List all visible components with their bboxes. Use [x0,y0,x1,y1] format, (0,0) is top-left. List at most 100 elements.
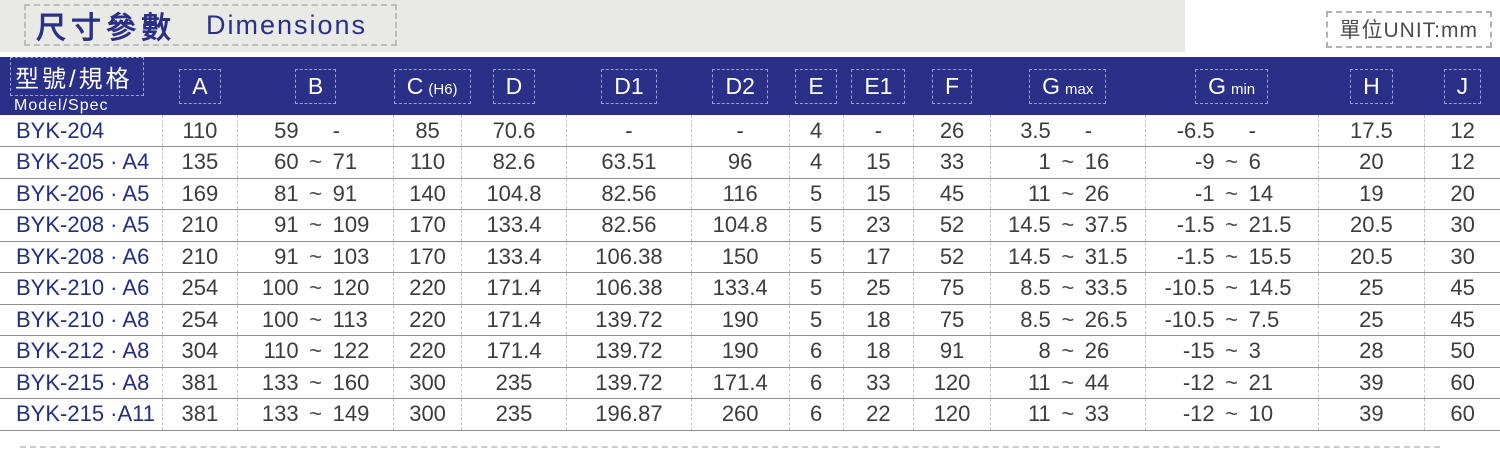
table-row: BYK-215 ·A11 381 133 ~149 300 235 196.87 260 6 22… [0,398,1500,431]
range-max: 33 [1084,401,1110,427]
value-cell: 52 [913,209,991,242]
page-title-zh: 尺寸參數 [36,12,176,45]
value-cell: 14.5 ~31.5 [989,241,1146,273]
model-cell: BYK-210 · A6 [0,272,163,305]
value-cell: 26 [913,115,991,147]
value-cell: 70.6 [460,115,567,147]
value-cell: 14.5 ~37.5 [989,209,1146,242]
value-cell: - [690,115,790,147]
value-cell: 11 ~33 [989,398,1146,431]
value-cell: 220 [393,335,462,368]
value-cell: 133.4 [460,209,567,242]
range-min: 3.5 [1020,117,1051,143]
value-cell: 30 [1424,209,1500,242]
range-max: 109 [332,212,370,238]
range-value: 100 ~113 [238,307,393,333]
value-cell: 139.72 [566,304,692,336]
range-max: 33.5 [1084,275,1128,301]
range-min: 1 [1038,149,1051,175]
unit-label: 單位UNIT:mm [1325,11,1492,48]
range-separator: ~ [309,369,323,395]
model-cell: BYK-208 · A5 [0,209,163,242]
range-value: 8 ~26 [991,338,1145,364]
range-separator: ~ [1225,369,1239,395]
value-cell: 50 [1424,335,1500,368]
range-max: 113 [332,306,368,332]
column-header-label: D [492,68,536,104]
column-header-f: F [913,57,991,115]
value-cell: 254 [161,304,238,336]
range-separator: ~ [1061,180,1075,206]
table-row: BYK-204 110 59-85 70.6- -4-26 3.5- -6.5-17.5 12 [0,115,1500,147]
range-max: 26 [1084,180,1110,206]
range-max: 21 [1248,369,1274,395]
value-cell: 23 [842,209,914,242]
range-separator: ~ [1061,149,1075,175]
column-header-label: D2 [712,68,768,104]
range-max: 6 [1248,149,1261,175]
value-cell: 25 [1317,304,1425,336]
range-max: 122 [332,338,370,364]
range-min: -12 [1182,369,1215,395]
range-min: 133 [261,401,299,427]
range-value: 11 ~33 [991,401,1145,427]
value-cell: -12 ~21 [1144,367,1319,399]
range-value: 81 ~91 [238,181,393,207]
range-value: 8.5 ~26.5 [991,307,1145,333]
range-value: -6.5 - [1146,118,1318,144]
table-row: BYK-215 · A8 381 133 ~160 300 235 139.72 171.4 6… [0,367,1500,399]
table-row: BYK-210 · A6 254 100 ~120 220 171.4 106.38 133.… [0,272,1500,305]
value-cell: 15 [842,146,914,179]
table-row: BYK-205 · A4 135 60 ~71 110 82.6 63.51 96 4 15 33 1… [0,146,1500,179]
range-min: 91 [274,243,299,269]
range-max: 26.5 [1084,306,1128,332]
range-min: 60 [274,149,299,175]
range-value: 59 - [238,118,393,144]
model-spec-header-zh: 型號/規格 [10,57,144,96]
range-separator: ~ [1061,369,1075,395]
value-cell: 135 [161,146,238,179]
range-separator: ~ [309,149,323,175]
value-cell: 20.5 [1317,209,1425,242]
value-cell: 4 [788,115,844,147]
value-cell: 15 [842,178,914,210]
value-cell: 3.5 - [989,115,1146,147]
column-header-e: E [789,57,844,115]
range-min: 11 [1027,180,1051,206]
column-header-d1: D1 [566,57,692,115]
range-value: 14.5 ~37.5 [991,212,1145,238]
value-cell: 254 [161,272,238,305]
value-cell: 12 [1424,115,1500,147]
value-cell: -9 ~6 [1144,146,1319,179]
value-cell: 82.56 [566,178,692,210]
range-value: -12 ~10 [1146,401,1318,427]
table-row: BYK-210 · A8 254 100 ~113 220 171.4 139.72 190 5… [0,304,1500,336]
range-value: -1 ~14 [1146,181,1318,207]
value-cell: 100 ~113 [236,304,394,336]
range-separator: ~ [1225,306,1239,332]
value-cell: 6 [788,335,844,368]
table-row: BYK-208 · A5 210 91 ~109 170 133.4 82.56 104.8 5… [0,209,1500,242]
range-min: 14.5 [1007,212,1051,238]
range-value: 8.5 ~33.5 [991,275,1145,301]
value-cell: -1.5 ~21.5 [1144,209,1319,242]
range-min: 59 [274,117,299,143]
model-cell: BYK-210 · A8 [0,304,163,336]
value-cell: 18 [842,304,914,336]
value-cell: 171.4 [690,367,790,399]
model-cell: BYK-208 · A6 [0,241,163,273]
value-cell: 235 [460,398,567,431]
value-cell: 8 ~26 [989,335,1146,368]
value-cell: 75 [913,272,991,305]
value-cell: 140 [393,178,462,210]
range-min: 14.5 [1007,243,1051,269]
value-cell: - [566,115,692,147]
range-value: 1 ~16 [991,149,1145,175]
column-header-b: B [237,57,394,115]
value-cell: 169 [161,178,238,210]
value-cell: 104.8 [460,178,567,210]
range-max: 26 [1084,338,1110,364]
range-value: 91 ~109 [238,212,393,238]
range-separator: ~ [1225,243,1239,269]
